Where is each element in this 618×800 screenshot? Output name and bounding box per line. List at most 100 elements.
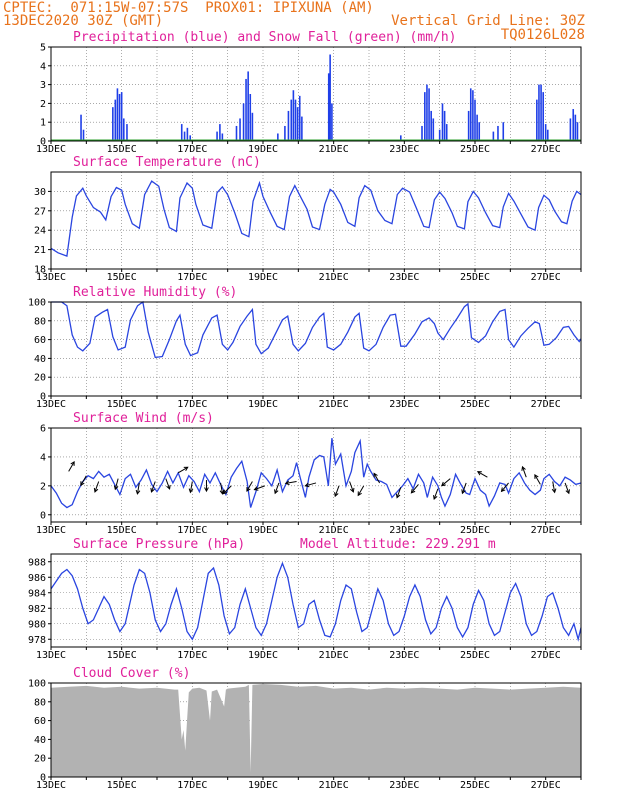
wind-arrow (349, 481, 355, 493)
y-tick-label: 0 (40, 773, 46, 784)
y-tick-label: 27 (34, 206, 46, 217)
x-tick-label: 15DEC (107, 525, 137, 536)
x-tick-label: 23DEC (389, 525, 419, 536)
precip-bar (122, 118, 125, 141)
panel-cloud: 0 20 40 60 80 100 13DEC 15DEC 17DEC 19DEC 21DEC 23D… (28, 666, 582, 791)
wind-arrow (177, 466, 189, 474)
y-tick-label: 982 (28, 604, 46, 615)
wind-arrow (410, 484, 419, 494)
wind-arrow (165, 478, 171, 490)
x-tick-label: 15DEC (107, 780, 137, 791)
x-tick-label: 23DEC (389, 780, 419, 791)
panel-subtitle: Model Altitude: 229.291 m (300, 537, 496, 552)
precip-bar (249, 94, 252, 141)
wind-arrow (373, 472, 381, 484)
plot-frame (50, 301, 582, 397)
x-tick-label: 23DEC (389, 399, 419, 410)
y-tick-label: 3 (40, 80, 46, 91)
precip-bar (251, 112, 254, 141)
precip-bar (239, 118, 241, 141)
plot-frame (50, 171, 582, 270)
y-tick-label: 6 (40, 424, 46, 435)
y-tick-label: 984 (28, 588, 46, 599)
precip-bar (116, 88, 119, 141)
x-tick-label: 13DEC (36, 650, 66, 661)
precip-bar (542, 92, 544, 141)
x-tick-label: 13DEC (36, 399, 66, 410)
wind-arrow (93, 481, 100, 493)
x-tick-label: 19DEC (248, 650, 278, 661)
x-tick-label: 27DEC (531, 144, 561, 155)
x-tick-label: 27DEC (531, 780, 561, 791)
x-tick-label: 19DEC (248, 525, 278, 536)
station-header: CPTEC: 071:15W-07:57S PROX01: IPIXUNA (A… (3, 0, 374, 16)
precip-bar (476, 114, 478, 141)
panel-temperature: 18 21 24 27 30 13DEC 15DEC 17DEC 19DEC 21DEC 23DEC… (34, 155, 582, 283)
x-tick-label: 19DEC (248, 780, 278, 791)
x-tick-label: 17DEC (177, 272, 207, 283)
y-tick-label: 5 (40, 43, 46, 54)
precip-bar (540, 84, 542, 141)
precip-bar (572, 109, 575, 141)
precip-bar (331, 103, 333, 141)
wind-arrow (476, 471, 488, 478)
vertical-grid-note: Vertical Grid Line: 30Z (391, 13, 585, 29)
x-tick-label: 19DEC (248, 399, 278, 410)
precip-bar (574, 114, 577, 141)
precip-bar (221, 133, 224, 141)
x-tick-label: 13DEC (36, 780, 66, 791)
x-tick-label: 21DEC (319, 272, 349, 283)
precip-bar (296, 107, 299, 141)
wind-arrow (357, 485, 365, 497)
y-tick-label: 2 (40, 99, 46, 110)
x-tick-label: 15DEC (107, 272, 137, 283)
wind-arrow (433, 488, 439, 501)
y-tick-label: 2 (40, 481, 46, 492)
x-tick-label: 13DEC (36, 144, 66, 155)
x-tick-label: 27DEC (531, 650, 561, 661)
wind-arrow (150, 481, 156, 493)
wind-arrow (284, 480, 297, 486)
plot-frame (50, 46, 582, 142)
x-tick-label: 21DEC (319, 399, 349, 410)
x-tick-label: 17DEC (177, 525, 207, 536)
precip-bar (441, 103, 444, 141)
precip-bar (294, 99, 297, 141)
precip-bar (245, 78, 247, 141)
x-tick-label: 23DEC (389, 650, 419, 661)
panel-title: Surface Wind (m/s) (73, 411, 214, 426)
precip-bar (467, 110, 470, 141)
x-tick-label: 25DEC (460, 399, 490, 410)
precip-bar (443, 110, 446, 141)
x-tick-label: 21DEC (319, 525, 349, 536)
x-tick-label: 25DEC (460, 272, 490, 283)
y-tick-label: 80 (34, 316, 46, 327)
x-tick-label: 15DEC (107, 399, 137, 410)
x-tick-label: 25DEC (460, 525, 490, 536)
panel-precip: 0 1 2 3 4 5 13DEC 15DEC 17DEC 19DEC 21DEC 23DEC 25DE… (36, 30, 582, 155)
precip-bar (469, 88, 472, 141)
x-tick-label: 17DEC (177, 780, 207, 791)
precip-bar (189, 135, 192, 141)
precip-bar (426, 84, 428, 141)
precip-bar (445, 124, 448, 141)
y-tick-label: 1 (40, 118, 46, 129)
precip-bar (82, 129, 85, 141)
x-tick-label: 21DEC (319, 780, 349, 791)
precip-bar (118, 94, 121, 141)
precip-bar (183, 131, 186, 141)
panel-title: Precipitation (blue) and Snow Fall (gree… (73, 30, 457, 45)
precip-bar (112, 107, 114, 141)
x-tick-label: 13DEC (36, 272, 66, 283)
panel-humidity: 0 20 40 60 80 100 13DEC 15DEC 17DEC 19DEC 21DEC 23D… (28, 285, 582, 410)
y-tick-label: 60 (34, 335, 46, 346)
x-tick-label: 15DEC (107, 650, 137, 661)
precip-bar (180, 124, 183, 141)
y-tick-label: 100 (28, 298, 46, 309)
y-tick-label: 100 (28, 679, 46, 690)
y-tick-label: 980 (28, 619, 46, 630)
wind-arrow (253, 485, 265, 491)
wind-arrow (334, 485, 340, 498)
x-tick-label: 21DEC (319, 650, 349, 661)
precip-bar (287, 110, 290, 141)
